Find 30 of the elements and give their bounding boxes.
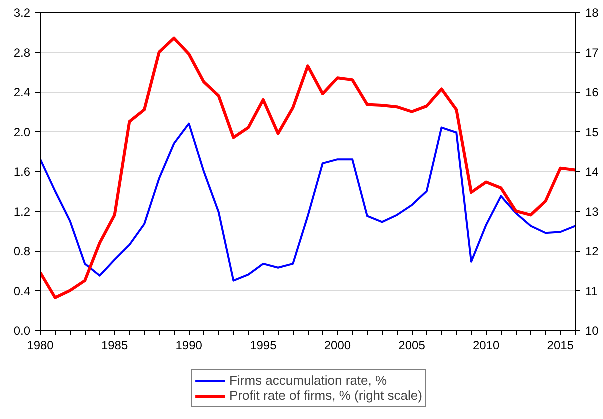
y-tick-label: 0.4 (14, 284, 31, 298)
x-tick-label: 2005 (398, 338, 426, 352)
y2-tick-label: 12 (586, 244, 600, 258)
line-series (40, 36, 576, 300)
y2-tick-label: 18 (586, 6, 600, 20)
x-tick-label: 2015 (547, 338, 574, 352)
y2-tick-label: 15 (586, 125, 600, 140)
legend-label: Firms accumulation rate, % (230, 373, 388, 388)
x-tick-label: 1995 (250, 338, 278, 352)
legend-label: Profit rate of firms, % (right scale) (230, 388, 422, 403)
y-tick-label: 2.0 (14, 125, 31, 140)
y2-tick-label: 13 (586, 204, 600, 219)
line-series (40, 122, 576, 282)
y-tick-label: 0.0 (14, 324, 31, 338)
y-tick-label: 1.2 (14, 204, 31, 219)
y2-tick-label: 14 (586, 165, 600, 179)
x-tick-label: 2000 (324, 338, 352, 352)
y2-tick-label: 11 (586, 284, 598, 298)
y-tick-label: 3.2 (14, 6, 31, 20)
y2-tick-label: 16 (586, 86, 600, 100)
y2-tick-label: 17 (586, 46, 600, 60)
y2-tick-label: 10 (586, 324, 600, 338)
x-tick-label: 1980 (27, 338, 54, 352)
y-tick-label: 1.6 (14, 165, 31, 179)
y-tick-label: 2.8 (14, 46, 31, 60)
y-tick-label: 2.4 (14, 86, 31, 100)
x-tick-label: 2010 (472, 338, 500, 352)
x-tick-label: 1985 (101, 338, 128, 352)
y-tick-label: 0.8 (14, 244, 31, 258)
x-tick-label: 1990 (176, 338, 203, 352)
